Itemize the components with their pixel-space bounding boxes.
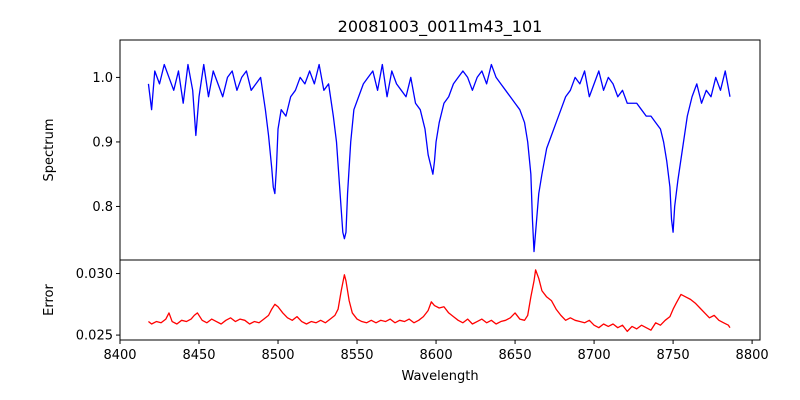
spectrum-line-0 [147, 63, 731, 253]
error-y-tick-label: 0.030 [76, 267, 113, 282]
error-series [148, 269, 731, 333]
spectrum-y-label: Spectrum [42, 119, 57, 182]
spectrum-y-tick-label: 0.9 [92, 135, 113, 150]
x-tick-label: 8400 [103, 348, 136, 363]
error-y-label: Error [42, 284, 57, 316]
spectrum-y-axis: 0.8 0.9 1.0 [92, 71, 120, 215]
error-y-axis: 0.025 0.030 [76, 267, 120, 344]
x-tick-label: 8550 [340, 348, 373, 363]
error-line-0 [148, 269, 731, 333]
chart-title: 20081003_0011m43_101 [338, 17, 543, 37]
x-axis-label: Wavelength [401, 369, 478, 384]
spectrum-series [147, 63, 731, 253]
x-tick-label: 8500 [261, 348, 294, 363]
x-tick-label: 8600 [420, 348, 453, 363]
error-panel: 0.025 0.030 Error [42, 259, 761, 344]
error-axes-frame [119, 259, 761, 341]
x-tick-label: 8450 [182, 348, 215, 363]
x-tick-label: 8800 [736, 348, 769, 363]
x-tick-label: 8750 [657, 348, 690, 363]
error-y-tick-label: 0.025 [76, 329, 113, 344]
x-tick-label: 8650 [499, 348, 532, 363]
x-axis: 8400 8450 8500 8550 8600 8650 8700 8750 8800 [103, 340, 769, 363]
x-tick-label: 8700 [578, 348, 611, 363]
spectrum-y-tick-label: 0.8 [92, 200, 113, 215]
spectrum-y-tick-label: 1.0 [92, 71, 113, 86]
